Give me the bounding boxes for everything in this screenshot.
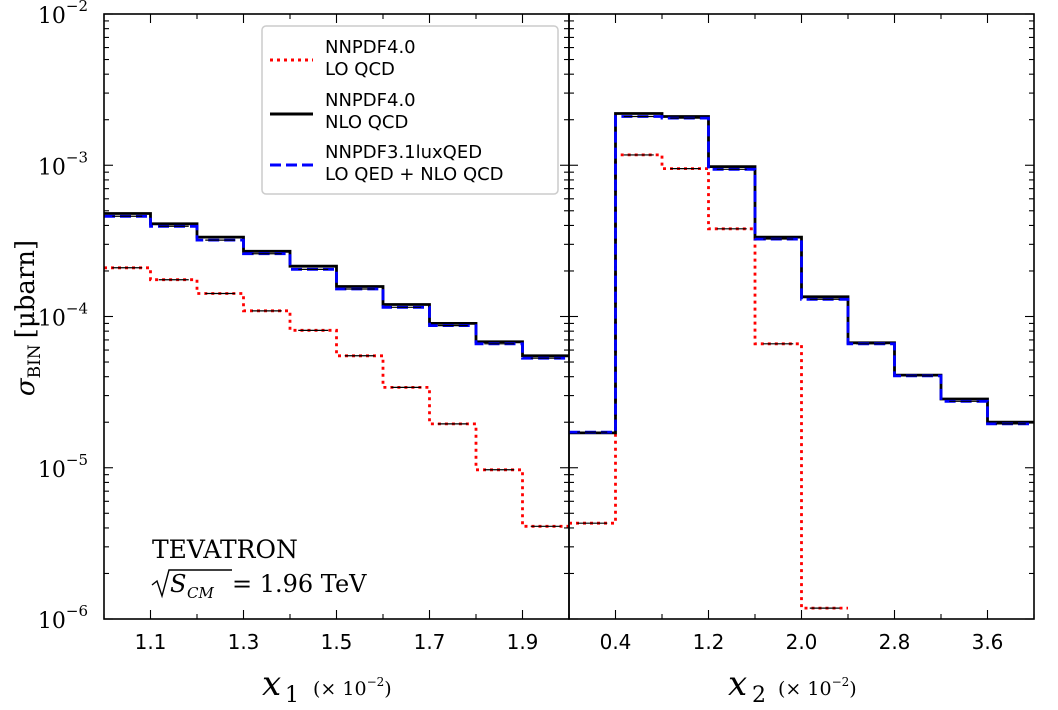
right-series-line-2 xyxy=(569,115,1034,434)
x-axis-label-right-symbol: x xyxy=(728,664,747,704)
svg-text:CM: CM xyxy=(187,584,214,602)
right-series-dashed xyxy=(569,115,1034,434)
ytick-label: 10−5 xyxy=(38,451,88,483)
svg-text:LO QED + NLO QCD: LO QED + NLO QCD xyxy=(325,164,504,185)
left-series-line-1 xyxy=(104,212,569,358)
ytick-label: 10−3 xyxy=(38,148,88,180)
svg-text:NNPDF4.0: NNPDF4.0 xyxy=(325,37,416,58)
x-axis-label-left-symbol: x xyxy=(262,664,281,704)
left-series-dashed xyxy=(104,214,569,360)
ytick-label: 10−6 xyxy=(38,602,88,634)
annotation-energy: S CM = 1.96 TeV xyxy=(151,569,367,602)
svg-text:σBIN[μbarn]: σBIN [μbarn] xyxy=(11,240,45,396)
left-xtick-label: 1.3 xyxy=(228,630,260,654)
annotation-experiment: TEVATRON xyxy=(152,535,298,564)
svg-text:NLO QCD: NLO QCD xyxy=(325,112,408,133)
experiment-annotation: TEVATRON S CM = 1.96 TeV xyxy=(151,535,367,602)
x-axis-label-left-subscript: 1 xyxy=(285,683,299,708)
left-xtick-label: 1.7 xyxy=(414,630,446,654)
y-axis-label-symbol: σ xyxy=(11,377,41,396)
legend-entry-lo-qcd: NNPDF4.0 LO QCD xyxy=(270,37,416,80)
y-axis-label: σBIN [μbarn] xyxy=(11,240,45,396)
left-series-dotted xyxy=(104,266,569,528)
ytick-label: 10−2 xyxy=(38,0,88,29)
y-axis-label-unit: [μbarn] xyxy=(11,240,41,339)
right-xtick-label: 2.0 xyxy=(786,630,818,654)
left-series-solid xyxy=(104,212,569,358)
right-panel: 0.4 1.2 2.0 2.8 3.6 xyxy=(568,13,1035,654)
left-xtick-label: 1.5 xyxy=(321,630,353,654)
x-axis-label-right-scale: (× 10−2) xyxy=(778,675,857,700)
svg-text:NNPDF4.0: NNPDF4.0 xyxy=(325,90,416,111)
x-axis-label-left-scale: (× 10−2) xyxy=(313,675,392,700)
right-xtick-label: 2.8 xyxy=(879,630,911,654)
left-series-line-2 xyxy=(104,214,569,360)
left-series-line-0 xyxy=(104,266,569,528)
legend: NNPDF4.0 LO QCD NNPDF4.0 NLO QCD NNPDF3.… xyxy=(261,25,559,195)
right-series-dotted xyxy=(569,153,848,610)
right-xtick-label: 0.4 xyxy=(600,630,632,654)
left-xtick-label: 1.1 xyxy=(135,630,167,654)
svg-text:S: S xyxy=(170,570,186,598)
x-axis-label-right-subscript: 2 xyxy=(752,683,766,708)
svg-text:= 1.96 TeV: = 1.96 TeV xyxy=(232,570,367,598)
sqrt-sign xyxy=(151,569,232,599)
x-axis-label-right: x 2 (× 10−2) xyxy=(728,664,857,708)
left-panel: 10−6 10−5 10−4 10−3 10−2 1.1 1.3 1.5 1.7 1.9 xyxy=(38,0,570,654)
ytick-label: 10−4 xyxy=(38,300,88,332)
legend-box xyxy=(261,25,559,195)
right-series-line-0 xyxy=(569,153,848,610)
left-xtick-label: 1.9 xyxy=(507,630,539,654)
legend-entry-nlo-qcd: NNPDF4.0 NLO QCD xyxy=(270,90,416,133)
right-xtick-label: 1.2 xyxy=(693,630,725,654)
legend-entry-luxqed: NNPDF3.1luxQED LO QED + NLO QCD xyxy=(270,142,504,185)
x-axis-label-left: x 1 (× 10−2) xyxy=(262,664,392,708)
svg-text:NNPDF3.1luxQED: NNPDF3.1luxQED xyxy=(325,142,482,163)
svg-text:LO QCD: LO QCD xyxy=(325,59,395,80)
y-axis-label-subscript: BIN xyxy=(25,344,45,378)
right-xtick-label: 3.6 xyxy=(972,630,1004,654)
